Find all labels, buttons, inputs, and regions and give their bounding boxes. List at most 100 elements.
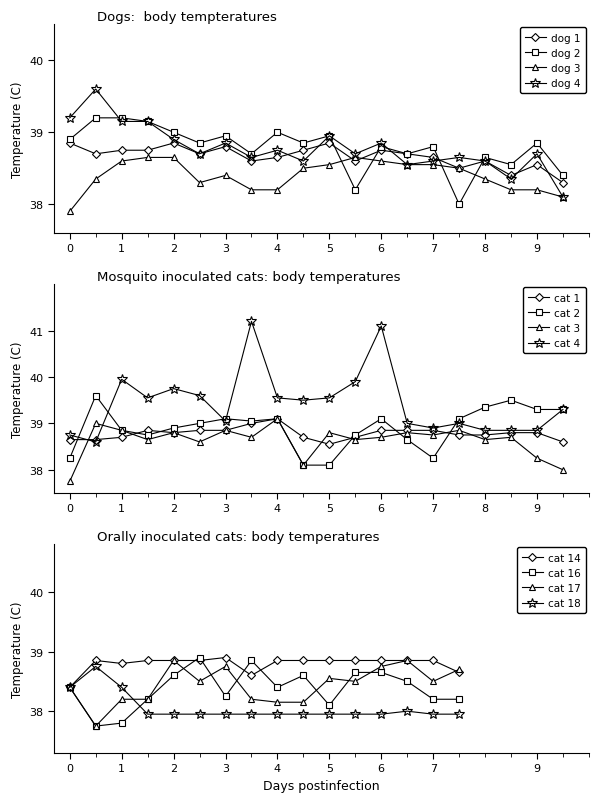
cat 2 xyxy=(377,414,385,424)
cat 14 xyxy=(352,656,359,666)
dog 2 xyxy=(66,136,73,145)
cat 18 xyxy=(352,709,359,719)
cat 14 xyxy=(170,656,177,666)
Y-axis label: Temperature (C): Temperature (C) xyxy=(11,341,24,438)
dog 4 xyxy=(508,175,515,185)
cat 16 xyxy=(352,668,359,678)
dog 3 xyxy=(559,193,566,202)
cat 14 xyxy=(248,671,255,680)
dog 4 xyxy=(274,146,281,156)
cat 14 xyxy=(196,656,203,666)
cat 17 xyxy=(377,662,385,671)
cat 1 xyxy=(222,426,229,435)
dog 1 xyxy=(455,164,463,173)
dog 3 xyxy=(430,161,437,170)
cat 17 xyxy=(404,656,411,666)
cat 1 xyxy=(430,426,437,435)
cat 1 xyxy=(559,438,566,447)
dog 4 xyxy=(300,157,307,167)
cat 3 xyxy=(170,428,177,438)
dog 1 xyxy=(377,146,385,156)
cat 2 xyxy=(222,414,229,424)
dog 4 xyxy=(92,85,100,95)
cat 3 xyxy=(66,477,73,487)
Legend: dog 1, dog 2, dog 3, dog 4: dog 1, dog 2, dog 3, dog 4 xyxy=(520,28,586,94)
dog 2 xyxy=(404,150,411,160)
dog 1 xyxy=(508,171,515,181)
dog 1 xyxy=(481,157,488,167)
dog 1 xyxy=(430,153,437,163)
cat 4 xyxy=(66,430,73,440)
cat 17 xyxy=(170,656,177,666)
cat 16 xyxy=(196,653,203,662)
cat 14 xyxy=(222,653,229,662)
cat 4 xyxy=(326,393,333,403)
cat 18 xyxy=(404,707,411,716)
cat 18 xyxy=(144,709,151,719)
cat 3 xyxy=(430,430,437,440)
dog 4 xyxy=(533,150,541,160)
dog 1 xyxy=(352,157,359,167)
dog 3 xyxy=(508,185,515,195)
Line: dog 2: dog 2 xyxy=(67,116,566,208)
dog 3 xyxy=(326,161,333,170)
cat 4 xyxy=(430,424,437,434)
cat 1 xyxy=(170,428,177,438)
dog 2 xyxy=(222,132,229,141)
cat 4 xyxy=(92,438,100,447)
dog 2 xyxy=(559,171,566,181)
cat 17 xyxy=(300,698,307,707)
dog 2 xyxy=(170,128,177,138)
Text: Dogs:  body tempteratures: Dogs: body tempteratures xyxy=(97,11,277,24)
cat 18 xyxy=(430,709,437,719)
cat 16 xyxy=(92,721,100,731)
cat 14 xyxy=(66,683,73,692)
cat 3 xyxy=(300,461,307,471)
dog 1 xyxy=(144,146,151,156)
cat 2 xyxy=(404,435,411,445)
dog 4 xyxy=(326,132,333,141)
dog 2 xyxy=(430,143,437,153)
cat 1 xyxy=(66,435,73,445)
dog 3 xyxy=(455,164,463,173)
cat 1 xyxy=(481,430,488,440)
cat 14 xyxy=(118,658,125,668)
Line: dog 3: dog 3 xyxy=(67,155,566,215)
dog 1 xyxy=(326,139,333,149)
dog 3 xyxy=(300,164,307,173)
Line: cat 2: cat 2 xyxy=(67,393,566,468)
cat 16 xyxy=(300,671,307,680)
dog 4 xyxy=(430,157,437,167)
cat 17 xyxy=(144,695,151,704)
Line: cat 18: cat 18 xyxy=(65,662,464,719)
cat 16 xyxy=(404,677,411,687)
dog 3 xyxy=(170,153,177,163)
cat 17 xyxy=(196,677,203,687)
dog 4 xyxy=(144,117,151,127)
cat 3 xyxy=(274,414,281,424)
cat 17 xyxy=(274,698,281,707)
dog 1 xyxy=(118,146,125,156)
cat 16 xyxy=(144,695,151,704)
cat 4 xyxy=(481,426,488,435)
cat 4 xyxy=(144,393,151,403)
dog 2 xyxy=(144,117,151,127)
dog 1 xyxy=(196,150,203,160)
cat 14 xyxy=(326,656,333,666)
cat 4 xyxy=(170,385,177,394)
cat 18 xyxy=(118,683,125,692)
cat 1 xyxy=(248,419,255,429)
cat 18 xyxy=(455,709,463,719)
dog 1 xyxy=(66,139,73,149)
dog 3 xyxy=(481,175,488,185)
Line: cat 17: cat 17 xyxy=(67,657,463,730)
cat 3 xyxy=(92,419,100,429)
dog 2 xyxy=(274,128,281,138)
cat 14 xyxy=(144,656,151,666)
dog 3 xyxy=(144,153,151,163)
cat 14 xyxy=(430,656,437,666)
dog 4 xyxy=(559,193,566,202)
dog 3 xyxy=(352,153,359,163)
Legend: cat 14, cat 16, cat 17, cat 18: cat 14, cat 16, cat 17, cat 18 xyxy=(517,548,586,613)
cat 2 xyxy=(352,430,359,440)
